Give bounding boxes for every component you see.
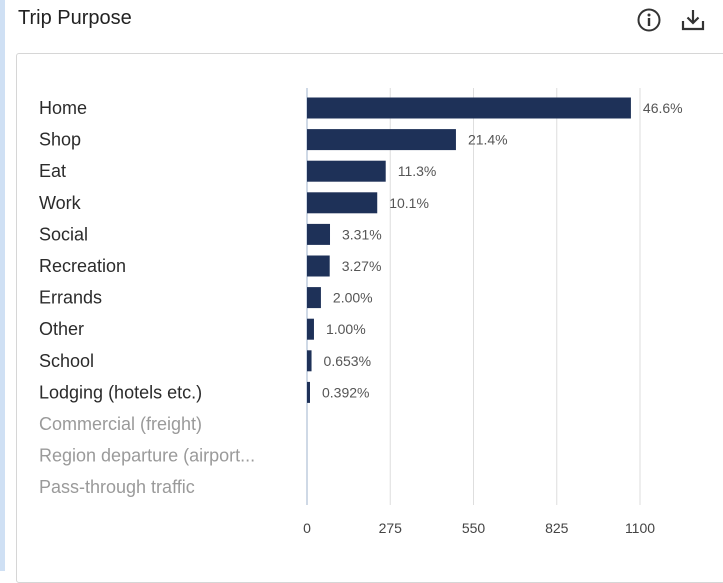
x-tick-label: 1100	[625, 520, 655, 536]
category-label: Home	[39, 98, 87, 118]
category-label: Commercial (freight)	[39, 414, 202, 434]
category-label: Shop	[39, 130, 81, 150]
category-label: Recreation	[39, 256, 126, 276]
x-tick-label: 825	[545, 520, 569, 536]
data-label: 46.6%	[643, 100, 683, 116]
category-label: School	[39, 351, 94, 371]
download-icon[interactable]	[679, 6, 707, 34]
panel-header: Trip Purpose	[16, 0, 716, 40]
bar	[307, 318, 314, 340]
data-label: 3.27%	[342, 258, 382, 274]
bar	[307, 97, 631, 119]
category-label: Social	[39, 224, 88, 244]
bar	[307, 192, 378, 214]
x-tick-label: 550	[462, 520, 486, 536]
bar	[307, 381, 310, 403]
bar	[307, 255, 330, 277]
category-label: Work	[39, 193, 82, 213]
panel-title: Trip Purpose	[18, 7, 132, 29]
data-label: 1.00%	[326, 321, 366, 337]
data-label: 0.653%	[324, 353, 371, 369]
data-label: 0.392%	[322, 384, 369, 400]
bar	[307, 350, 312, 372]
bar	[307, 287, 321, 309]
category-label: Region departure (airport...	[39, 446, 255, 466]
category-label: Pass-through traffic	[39, 477, 195, 497]
x-tick-label: 275	[379, 520, 403, 536]
category-label: Eat	[39, 161, 66, 181]
left-accent-bar	[0, 0, 5, 571]
data-label: 2.00%	[333, 290, 373, 306]
category-label: Errands	[39, 288, 102, 308]
data-label: 10.1%	[389, 195, 429, 211]
bar	[307, 129, 456, 151]
data-label: 3.31%	[342, 226, 382, 242]
bar	[307, 160, 386, 182]
info-icon[interactable]	[635, 6, 663, 34]
x-tick-label: 0	[303, 520, 311, 536]
data-label: 21.4%	[468, 132, 508, 148]
data-label: 11.3%	[398, 163, 437, 179]
trip-purpose-chart: 0 275 550 825 1100 Home 46.6% Shop 21.4% Eat 11.3%…	[39, 88, 683, 536]
bar	[307, 223, 331, 245]
category-label: Other	[39, 319, 84, 339]
category-label: Lodging (hotels etc.)	[39, 382, 202, 402]
